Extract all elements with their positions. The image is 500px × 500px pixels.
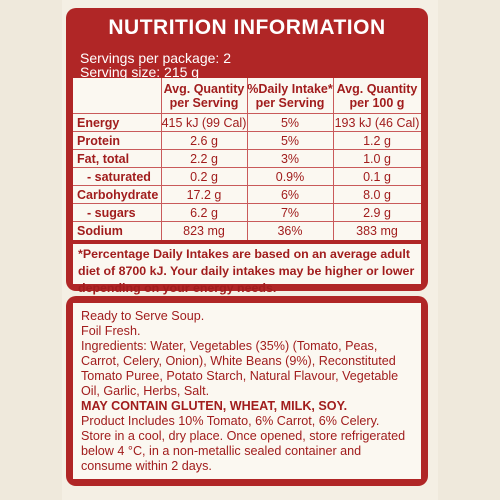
column-divider: [161, 78, 162, 240]
row-divider: [73, 221, 421, 222]
header-text: per Serving: [169, 96, 239, 110]
header-text: Avg. Quantity: [336, 82, 418, 96]
nutrient-name: - saturated: [87, 170, 151, 184]
nutrient-value-di: 6%: [280, 188, 300, 202]
nutrient-value-serving: 2.6 g: [190, 134, 218, 148]
row-divider: [73, 149, 421, 150]
nutrient-value-di: 3%: [280, 152, 300, 166]
ingredients-list: Ingredients: Water, Vegetables (35%) (To…: [81, 339, 399, 398]
nutrient-value-di: 5%: [280, 134, 300, 148]
nutrient-value-serving: 823 mg: [183, 224, 225, 238]
nutrient-name: Carbohydrate: [77, 188, 159, 202]
column-divider: [333, 78, 334, 240]
nutrition-title: NUTRITION INFORMATION: [108, 16, 386, 39]
nutrient-value-per100: 383 mg: [356, 224, 398, 238]
product-includes: Product Includes 10% Tomato, 6% Carrot, …: [81, 414, 380, 428]
header-per-100g: Avg. Quantity per 100 g: [333, 82, 421, 110]
header-avg-serving: Avg. Quantity per Serving: [161, 82, 247, 110]
background-left: [0, 0, 62, 500]
background-right: [438, 0, 500, 500]
row-divider: [73, 131, 421, 132]
row-divider: [73, 167, 421, 168]
storage-instructions: Store in a cool, dry place. Once opened,…: [81, 429, 406, 473]
row-divider: [73, 113, 421, 114]
nutrient-value-serving: 6.2 g: [190, 206, 218, 220]
nutrient-value-per100: 0.1 g: [363, 170, 391, 184]
nutrient-name: - sugars: [87, 206, 136, 220]
nutrient-value-serving: 2.2 g: [190, 152, 218, 166]
nutrient-value-serving: 415 kJ (99 Cal): [161, 116, 247, 130]
header-text: %Daily Intake*: [247, 82, 333, 96]
nutrient-value-per100: 1.2 g: [363, 134, 391, 148]
nutrient-value-di: 7%: [280, 206, 300, 220]
nutrient-name: Energy: [77, 116, 120, 130]
allergen-statement: MAY CONTAIN GLUTEN, WHEAT, MILK, SOY.: [81, 399, 348, 413]
nutrient-value-di: 5%: [280, 116, 300, 130]
nutrient-value-per100: 193 kJ (46 Cal): [334, 116, 420, 130]
daily-intake-footnote: *Percentage Daily Intakes are based on a…: [73, 244, 421, 295]
header-text: per 100 g: [349, 96, 405, 110]
row-divider: [73, 185, 421, 186]
nutrient-name: Protein: [77, 134, 121, 148]
nutrient-name: Sodium: [77, 224, 123, 238]
nutrient-value-per100: 1.0 g: [363, 152, 391, 166]
nutrient-value-serving: 0.2 g: [190, 170, 218, 184]
nutrient-name: Fat, total: [77, 152, 130, 166]
nutrition-panel: NUTRITION INFORMATION Servings per packa…: [66, 8, 428, 295]
ingredients-panel: Ready to Serve Soup. Foil Fresh. Ingredi…: [66, 296, 428, 486]
packaging-note: Foil Fresh.: [81, 324, 141, 338]
header-daily-intake: %Daily Intake* per Serving: [247, 82, 333, 110]
nutrient-value-per100: 2.9 g: [363, 206, 391, 220]
product-description: Ready to Serve Soup.: [81, 309, 205, 323]
header-text: per Serving: [255, 96, 325, 110]
nutrient-value-serving: 17.2 g: [186, 188, 222, 202]
column-divider: [247, 78, 248, 240]
nutrient-value-per100: 8.0 g: [363, 188, 391, 202]
servings-per-package: Servings per package: 2: [80, 50, 231, 66]
nutrient-value-di: 0.9%: [275, 170, 305, 184]
row-divider: [73, 203, 421, 204]
ingredients-box: Ready to Serve Soup. Foil Fresh. Ingredi…: [73, 303, 421, 479]
serving-size: Serving size: 215 g: [80, 64, 200, 80]
nutrient-value-di: 36%: [277, 224, 303, 238]
nutrition-table: Avg. Quantity per Serving %Daily Intake*…: [73, 78, 421, 240]
header-text: Avg. Quantity: [163, 82, 245, 96]
